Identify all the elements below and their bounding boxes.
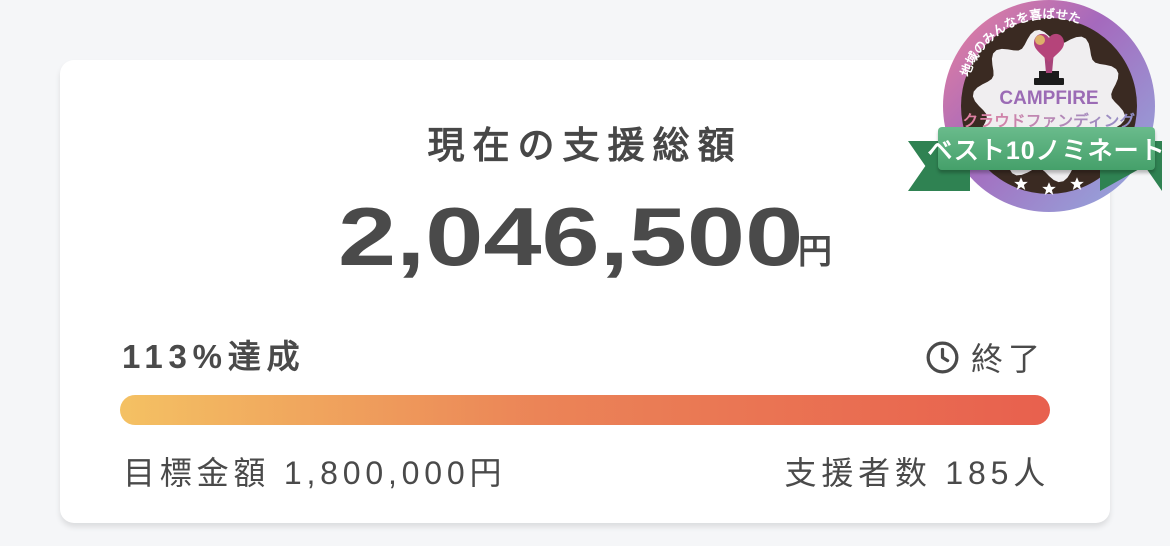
svg-text:CAMPFIRE: CAMPFIRE (999, 88, 1098, 109)
